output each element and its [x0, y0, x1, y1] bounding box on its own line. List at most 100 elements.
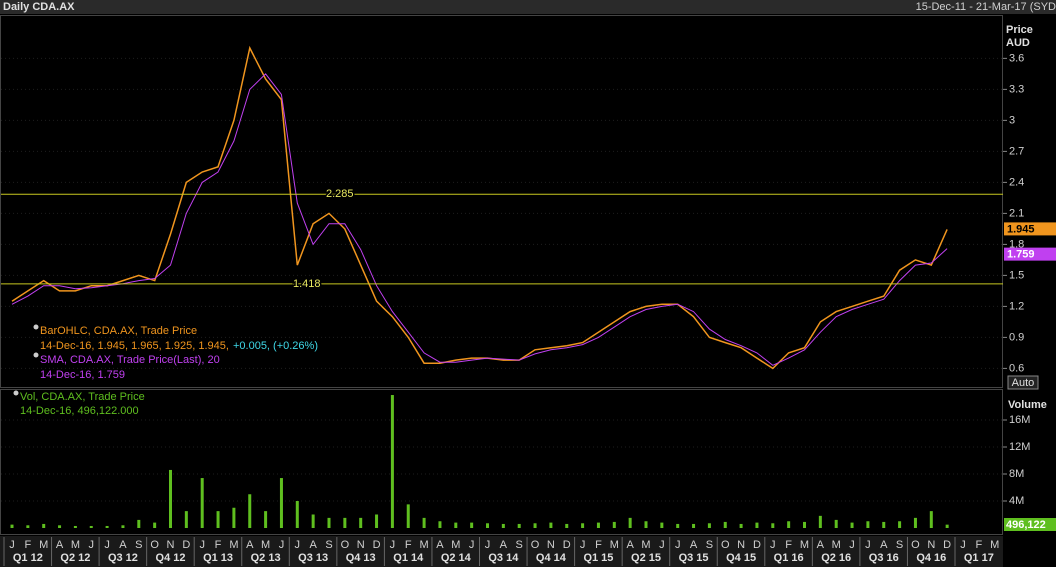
x-tick-label: J [9, 539, 15, 551]
x-tick-label: N [167, 539, 175, 551]
volume-bar [216, 511, 220, 528]
y-tick-label: 12M [1009, 441, 1030, 453]
legend-info: 14-Dec-16, 1.945, 1.965, 1.925, 1.945, [40, 340, 229, 352]
volume-bar [153, 522, 157, 528]
quarter-label: Q3 12 [108, 552, 138, 564]
volume-bar [105, 525, 109, 528]
quarter-label: Q2 12 [60, 552, 90, 564]
auto-label[interactable]: Auto [1012, 377, 1035, 389]
last-value-label: 1.759 [1007, 249, 1035, 261]
volume-bar [359, 517, 363, 528]
volume-bar [438, 521, 442, 528]
x-axis-band [0, 536, 1003, 567]
quarter-label: Q1 17 [964, 552, 994, 564]
x-tick-label: A [690, 539, 698, 551]
volume-bar [470, 522, 474, 528]
x-tick-label: F [785, 539, 792, 551]
y-tick-label: 4M [1009, 495, 1024, 507]
x-tick-label: A [246, 539, 254, 551]
quarter-label: Q2 13 [251, 552, 281, 564]
x-tick-label: J [485, 539, 491, 551]
quarter-label: Q1 15 [583, 552, 613, 564]
volume-bar [311, 514, 315, 528]
x-tick-label: S [325, 539, 332, 551]
x-tick-label: F [595, 539, 602, 551]
volume-bar [771, 523, 775, 528]
quarter-label: Q2 14 [441, 552, 472, 564]
y-tick-label: 3 [1009, 114, 1015, 126]
volume-bar [818, 515, 822, 528]
y-tick-label: 0.6 [1009, 362, 1024, 374]
x-tick-label: A [119, 539, 127, 551]
volume-bar [343, 517, 347, 528]
volume-bar [644, 521, 648, 528]
x-tick-label: A [626, 539, 634, 551]
quarter-label: Q3 15 [679, 552, 709, 564]
quarter-label: Q3 16 [869, 552, 899, 564]
volume-bar [279, 478, 283, 528]
x-tick-label: N [547, 539, 555, 551]
volume-bar [581, 523, 585, 528]
quarter-label: Q4 16 [916, 552, 946, 564]
x-tick-label: A [817, 539, 825, 551]
volume-bar [755, 522, 759, 528]
volume-bar [26, 525, 30, 528]
auto-button[interactable] [1007, 375, 1039, 390]
last-value-box [1004, 518, 1056, 531]
x-tick-label: J [469, 539, 475, 551]
quarter-label: Q4 15 [726, 552, 756, 564]
last-value-box [1004, 247, 1056, 261]
volume-bar [406, 504, 410, 528]
volume-bar [42, 523, 46, 528]
volume-bar [169, 469, 172, 528]
volume-bar [58, 525, 62, 528]
volume-bar [929, 511, 933, 528]
x-tick-label: M [420, 539, 429, 551]
x-tick-label: F [975, 539, 982, 551]
x-tick-label: J [580, 539, 586, 551]
price-line [11, 45, 948, 370]
volume-bar [850, 522, 854, 528]
volume-bar [184, 511, 188, 528]
y-tick-label: 2.7 [1009, 145, 1024, 157]
x-tick-label: S [135, 539, 142, 551]
x-tick-label: M [39, 539, 48, 551]
quarter-label: Q3 14 [488, 552, 519, 564]
volume-bar [390, 395, 394, 528]
volume-bar [533, 523, 537, 528]
price-axis-label: Price AUD [1006, 24, 1033, 49]
x-tick-label: J [675, 539, 681, 551]
price-label-box: Price AUD [1006, 24, 1033, 49]
x-tick-label: J [295, 539, 301, 551]
x-tick-label: F [24, 539, 31, 551]
legend-dot [13, 390, 19, 396]
x-tick-label: J [104, 539, 110, 551]
legend-change: +0.005, (+0.26%) [233, 340, 318, 352]
y-tick-label: 3.3 [1009, 83, 1024, 95]
volume-bar [264, 511, 268, 528]
x-tick-label: O [341, 539, 350, 551]
x-tick-label: J [199, 539, 205, 551]
y-tick-label: 1.8 [1009, 238, 1024, 250]
x-tick-label: A [880, 539, 888, 551]
x-tick-label: J [279, 539, 285, 551]
volume-bar [501, 523, 505, 528]
x-tick-label: M [832, 539, 841, 551]
x-tick-label: N [357, 539, 365, 551]
volume-bar [660, 522, 664, 528]
x-tick-label: D [753, 539, 761, 551]
legend-info: 14-Dec-16, 1.759 [40, 369, 125, 381]
volume-bar [137, 519, 141, 528]
price-panel [0, 15, 1003, 388]
volume-bar [739, 523, 743, 528]
y-tick-label: 8M [1009, 468, 1024, 480]
volume-bar [596, 522, 600, 528]
volume-bar [707, 523, 711, 528]
volume-bar [549, 522, 553, 528]
volume-bar [375, 514, 379, 528]
x-tick-label: D [373, 539, 381, 551]
x-tick-label: M [990, 539, 999, 551]
volume-bar [866, 521, 870, 528]
legend-name: BarOHLC, CDA.AX, Trade Price [40, 325, 197, 337]
